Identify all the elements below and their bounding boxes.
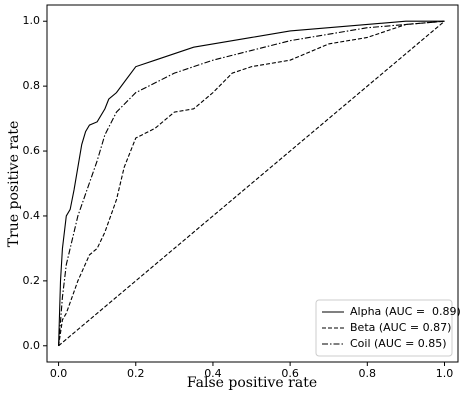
y-tick-label: 1.0	[23, 14, 41, 27]
x-tick-label: 0.0	[50, 367, 68, 380]
legend: Alpha (AUC = 0.89) Beta (AUC = 0.87) Coil …	[315, 299, 461, 357]
chance-line	[58, 20, 445, 347]
y-tick-label: 0.0	[23, 339, 41, 352]
x-tick-label: 0.2	[127, 367, 145, 380]
y-axis-label: True positive rate	[6, 121, 22, 248]
x-tick-label: 0.8	[359, 367, 377, 380]
x-tick-label: 0.6	[281, 367, 299, 380]
legend-box	[315, 299, 453, 357]
x-axis-label: False positive rate	[187, 375, 317, 391]
x-tick-label: 0.4	[204, 367, 222, 380]
y-tick-label: 0.6	[23, 144, 41, 157]
y-tick-label: 0.2	[23, 274, 41, 287]
roc-curve	[58, 20, 445, 346]
y-tick-label: 0.4	[23, 209, 41, 222]
plot-frame	[46, 4, 459, 363]
legend-label: Coil (AUC = 0.85)	[350, 337, 447, 350]
y-tick-label: 0.8	[23, 79, 41, 92]
x-tick-label: 1.0	[436, 367, 454, 380]
roc-curve	[58, 20, 445, 346]
legend-label: Alpha (AUC = 0.89)	[350, 305, 461, 318]
roc-curve	[58, 20, 445, 346]
legend-label: Beta (AUC = 0.87)	[350, 321, 451, 334]
